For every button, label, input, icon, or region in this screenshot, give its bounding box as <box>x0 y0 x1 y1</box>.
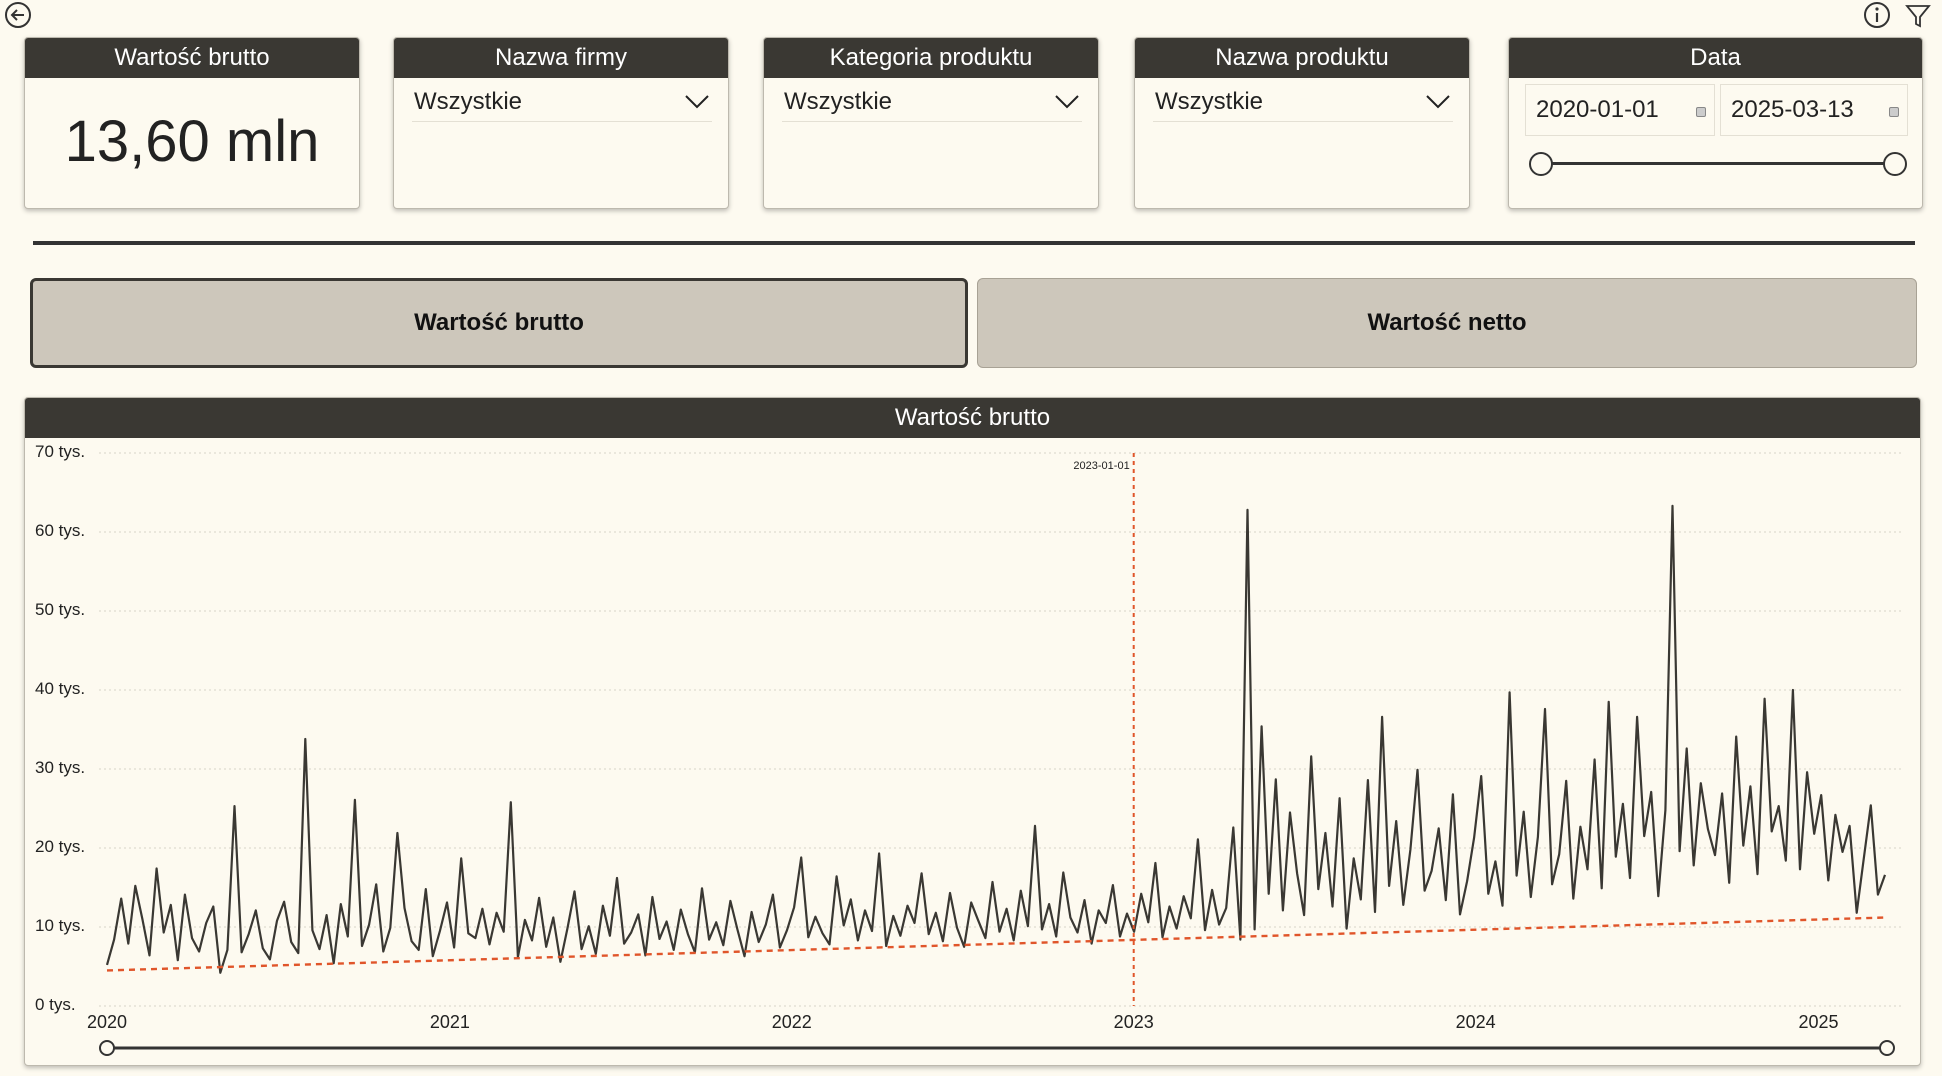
trend-line <box>106 916 1886 972</box>
end-date-value: 2025-03-13 <box>1731 96 1854 123</box>
y-tick-label: 60 tys. <box>35 521 86 540</box>
y-tick-label: 20 tys. <box>35 837 86 856</box>
company-dropdown-value: Wszystkie <box>414 87 522 115</box>
slicer-product-title: Nazwa produktu <box>1135 38 1469 78</box>
calendar-icon[interactable] <box>1696 107 1706 117</box>
date-slider-end-handle[interactable] <box>1883 152 1907 176</box>
chart-title: Wartość brutto <box>25 398 1920 438</box>
reference-line-label: 2023-01-01 <box>1073 460 1129 472</box>
net-value-button[interactable]: Wartość netto <box>977 278 1917 368</box>
kpi-title: Wartość brutto <box>25 38 359 78</box>
x-tick-label: 2023 <box>1113 1012 1154 1032</box>
category-dropdown-value: Wszystkie <box>784 87 892 115</box>
slicer-company: Nazwa firmy Wszystkie <box>393 37 729 209</box>
info-button[interactable] <box>1862 0 1892 30</box>
y-tick-label: 70 tys. <box>35 442 86 461</box>
end-date-input[interactable]: 2025-03-13 <box>1720 84 1908 136</box>
calendar-icon[interactable] <box>1889 107 1899 117</box>
product-dropdown-value: Wszystkie <box>1155 87 1263 115</box>
y-tick-label: 40 tys. <box>35 679 86 698</box>
chevron-down-icon <box>1055 94 1079 108</box>
x-tick-label: 2021 <box>429 1012 470 1032</box>
slicer-category: Kategoria produktu Wszystkie <box>763 37 1099 209</box>
kpi-value: 13,60 mln <box>64 109 320 174</box>
date-slider-track[interactable] <box>1541 162 1895 165</box>
back-arrow-icon <box>5 2 31 28</box>
slicer-category-title: Kategoria produktu <box>764 38 1098 78</box>
slicer-date: Data 2020-01-01 2025-03-13 <box>1508 37 1923 209</box>
gross-value-button[interactable]: Wartość brutto <box>30 278 968 368</box>
chevron-down-icon <box>685 94 709 108</box>
filter-button[interactable] <box>1904 2 1932 30</box>
section-divider <box>33 241 1915 245</box>
chevron-down-icon <box>1426 94 1450 108</box>
slicer-company-title: Nazwa firmy <box>394 38 728 78</box>
y-tick-label: 10 tys. <box>35 916 86 935</box>
product-dropdown[interactable]: Wszystkie <box>1153 82 1453 122</box>
net-value-button-label: Wartość netto <box>1367 309 1527 336</box>
y-tick-label: 30 tys. <box>35 758 86 777</box>
line-chart[interactable]: 2023-01-01 <box>25 398 1920 1065</box>
x-tick-label: 2020 <box>86 1012 128 1032</box>
date-slider-start-handle[interactable] <box>1529 152 1553 176</box>
start-date-value: 2020-01-01 <box>1536 96 1659 123</box>
series-line[interactable] <box>105 504 1887 974</box>
y-tick-label: 0 tys. <box>35 995 76 1014</box>
slicer-product: Nazwa produktu Wszystkie <box>1134 37 1470 209</box>
slicer-date-title: Data <box>1509 38 1922 78</box>
back-button[interactable] <box>3 0 33 30</box>
gross-value-button-label: Wartość brutto <box>414 309 584 336</box>
x-tick-label: 2022 <box>771 1012 812 1032</box>
filter-icon <box>1905 5 1931 28</box>
info-icon <box>1864 2 1890 28</box>
chart-card: Wartość brutto 0 tys. 10 tys. 20 tys. 30 ty… <box>24 397 1921 1066</box>
start-date-input[interactable]: 2020-01-01 <box>1525 84 1715 136</box>
zoom-slider-start-handle[interactable] <box>99 1040 115 1056</box>
category-dropdown[interactable]: Wszystkie <box>782 82 1082 122</box>
zoom-slider-end-handle[interactable] <box>1879 1040 1895 1056</box>
company-dropdown[interactable]: Wszystkie <box>412 82 712 122</box>
x-tick-label: 2024 <box>1455 1012 1496 1032</box>
kpi-card: Wartość brutto 13,60 mln <box>24 37 360 209</box>
x-tick-label: 2025 <box>1798 1012 1839 1032</box>
y-tick-label: 50 tys. <box>35 600 86 619</box>
